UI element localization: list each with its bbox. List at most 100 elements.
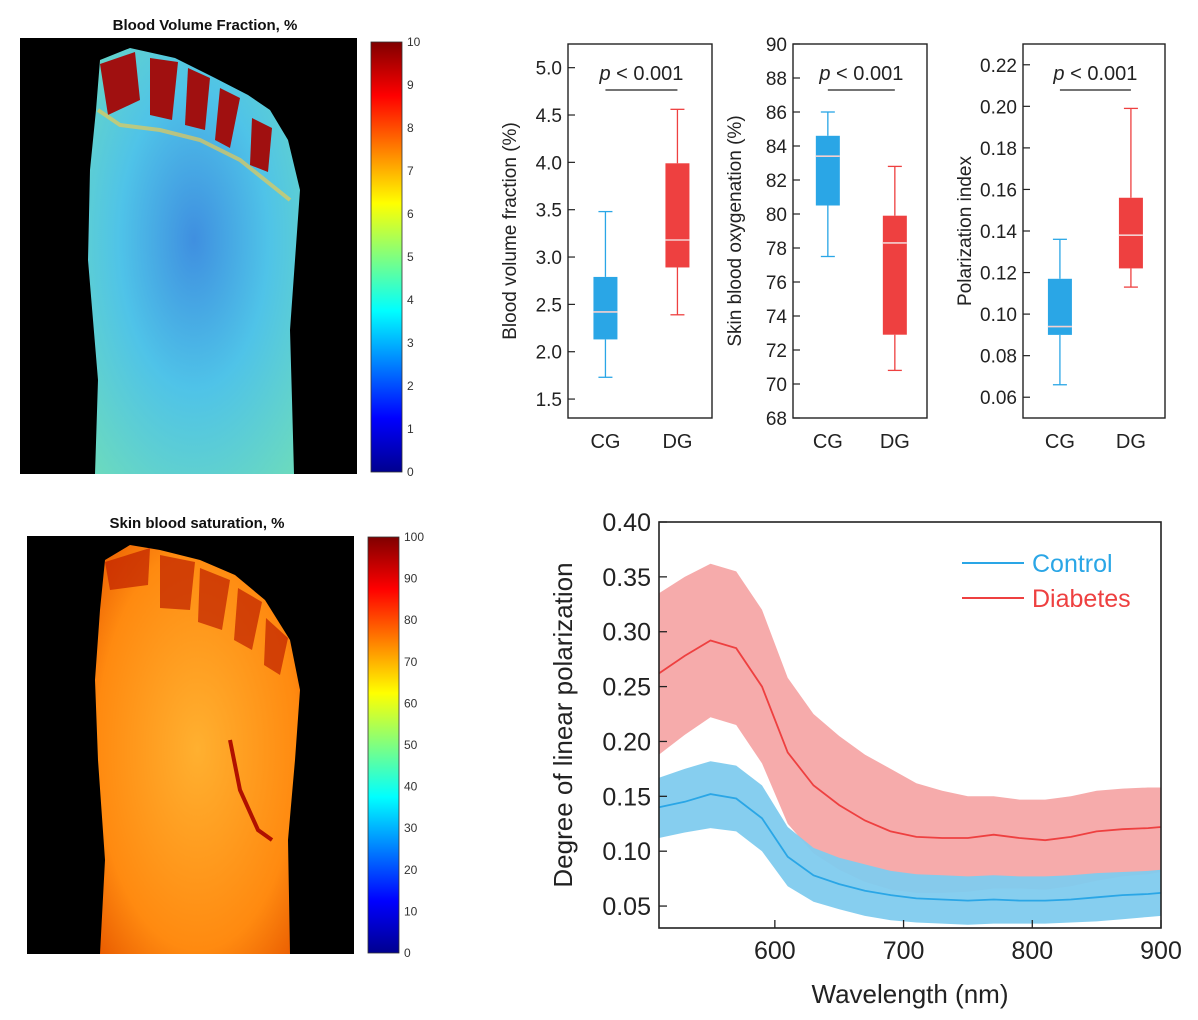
significance-label: p < 0.001 <box>1052 63 1137 85</box>
x-tick-label: 800 <box>1011 937 1053 965</box>
colorbar-tick-label: 4 <box>407 293 414 307</box>
colorbar-tick-label: 7 <box>407 164 414 178</box>
colorbar <box>367 536 400 954</box>
colorbar-tick-label: 1 <box>407 422 414 436</box>
y-tick-label: 0.20 <box>602 728 651 756</box>
y-tick-label: 2.0 <box>536 343 562 364</box>
toe-edges <box>96 108 292 202</box>
box <box>882 215 907 335</box>
x-tick-label: 900 <box>1140 937 1182 965</box>
y-tick-label: 76 <box>766 273 787 294</box>
y-tick-label: 0.20 <box>980 97 1017 118</box>
box-plot-3: 0.06 0.08 0.10 0.12 0.14 0.16 0.18 0.20 0.22 Pola… <box>955 43 1166 453</box>
y-tick-label: 0.18 <box>980 139 1017 160</box>
y-tick-label: 70 <box>766 375 787 396</box>
y-axis-label: Polarization index <box>955 156 976 306</box>
y-tick-label: 0.35 <box>602 564 651 592</box>
y-tick-label: 4.5 <box>536 106 562 127</box>
y-tick-label: 2.5 <box>536 295 562 316</box>
confidence-band-control <box>659 761 1161 925</box>
y-tick-label: 78 <box>766 239 787 260</box>
box-plot-1: 1.5 2.0 2.5 3.0 3.5 4.0 4.5 5.0 Blood volume fra… <box>500 43 713 453</box>
y-tick-label: 84 <box>766 137 788 158</box>
x-tick-label: CG <box>813 431 843 453</box>
y-axis-label: Skin blood oxygenation (%) <box>725 115 746 346</box>
y-tick-label: 0.25 <box>602 674 651 702</box>
colorbar-tick-label: 100 <box>404 530 424 544</box>
heatmap-skin-saturation: Skin blood saturation, % 100 90 80 70 60 50 40… <box>0 500 440 970</box>
x-tick-label: DG <box>880 431 910 453</box>
y-tick-label: 80 <box>766 205 787 226</box>
y-tick-label: 0.10 <box>602 838 651 866</box>
colorbar-tick-label: 90 <box>404 572 418 586</box>
y-tick-label: 0.14 <box>980 222 1017 243</box>
toe-shading <box>105 548 288 675</box>
mean-line-diabetes <box>658 639 1162 842</box>
significance-label: p < 0.001 <box>818 63 903 85</box>
plot-frame <box>567 43 713 419</box>
colorbar-tick-label: 10 <box>407 35 421 49</box>
plot-frame <box>658 521 1162 929</box>
box-plot-2: 68 70 72 74 76 78 80 82 84 86 88 90 Skin blood oxyge… <box>725 35 928 453</box>
x-tick-label: DG <box>1116 431 1146 453</box>
y-tick-label: 0.05 <box>602 893 651 921</box>
y-tick-label: 1.5 <box>536 390 562 411</box>
y-tick-label: 0.08 <box>980 347 1017 368</box>
heatmap-title: Blood Volume Fraction, % <box>113 17 298 34</box>
colorbar-tick-label: 8 <box>407 121 414 135</box>
y-tick-label: 88 <box>766 69 787 90</box>
colorbar-tick-label: 50 <box>404 738 418 752</box>
colorbar-tick-label: 2 <box>407 379 414 393</box>
colorbar-tick-label: 5 <box>407 250 414 264</box>
y-tick-label: 0.16 <box>980 180 1017 201</box>
significance-label: p < 0.001 <box>598 63 683 85</box>
colorbar-tick-label: 30 <box>404 821 418 835</box>
colorbar-tick-label: 10 <box>404 904 418 918</box>
box-plots: 1.5 2.0 2.5 3.0 3.5 4.0 4.5 5.0 Blood volume fra… <box>500 35 1166 453</box>
colorbar <box>370 41 403 473</box>
box <box>1047 278 1072 335</box>
y-axis-label: Degree of linear polarization <box>548 562 578 887</box>
legend: Control Diabetes <box>962 550 1131 613</box>
box <box>593 276 618 340</box>
y-tick-label: 74 <box>766 307 788 328</box>
colorbar-tick-label: 70 <box>404 655 418 669</box>
colorbar-tick-label: 6 <box>407 207 414 221</box>
heatmap-blood-volume: Blood Volume Fraction, % 10 9 8 7 6 5 4 3 2 1 0 <box>0 0 440 490</box>
y-tick-label: 0.15 <box>602 783 651 811</box>
y-tick-label: 0.06 <box>980 388 1017 409</box>
colorbar-tick-label: 40 <box>404 780 418 794</box>
box <box>815 135 840 206</box>
x-tick-label: 600 <box>754 937 796 965</box>
y-tick-label: 0.22 <box>980 56 1017 77</box>
heatmap-skin-saturation-svg: Skin blood saturation, % 100908070605040… <box>27 515 424 960</box>
colorbar-tick-label: 0 <box>407 465 414 479</box>
box <box>665 163 690 268</box>
y-axis-label: Blood volume fraction (%) <box>500 122 521 340</box>
plot-frame <box>1022 43 1166 419</box>
y-tick-label: 90 <box>766 35 787 56</box>
foot-shape <box>88 48 300 474</box>
confidence-band-diabetes <box>659 563 1161 893</box>
line-chart-dolp: 0.05 0.10 0.15 0.20 0.25 0.30 0.35 0.40 600 700 80… <box>548 509 1182 1009</box>
x-axis-label: Wavelength (nm) <box>812 979 1009 1009</box>
y-tick-label: 0.30 <box>602 619 651 647</box>
y-tick-label: 5.0 <box>536 59 562 80</box>
y-tick-label: 3.5 <box>536 201 562 222</box>
colorbar-tick-label: 3 <box>407 336 414 350</box>
y-tick-label: 82 <box>766 171 787 192</box>
y-tick-label: 0.12 <box>980 264 1017 285</box>
x-tick-label: CG <box>1045 431 1075 453</box>
y-tick-label: 3.0 <box>536 248 562 269</box>
line-plot: 0.05 0.10 0.15 0.20 0.25 0.30 0.35 0.40 600 700 80… <box>548 509 1182 1009</box>
colorbar-tick-label: 20 <box>404 863 418 877</box>
x-tick-label: 700 <box>883 937 925 965</box>
toe-highlights <box>100 52 272 172</box>
heatmap-title: Skin blood saturation, % <box>109 515 284 532</box>
legend-label-control: Control <box>1032 550 1113 578</box>
x-tick-label: CG <box>590 431 620 453</box>
x-tick-label: DG <box>662 431 692 453</box>
colorbar-tick-label: 60 <box>404 696 418 710</box>
